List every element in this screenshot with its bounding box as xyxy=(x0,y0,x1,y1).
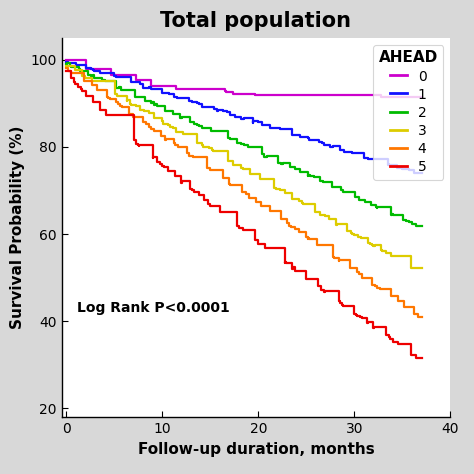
2 xyxy=(64,61,70,66)
1 xyxy=(64,59,69,65)
0 xyxy=(223,89,228,95)
3 xyxy=(181,131,186,137)
Line: 1: 1 xyxy=(66,62,421,173)
5 xyxy=(83,93,89,99)
0 xyxy=(223,88,228,93)
1 xyxy=(97,70,103,75)
3 xyxy=(355,232,360,237)
Line: 4: 4 xyxy=(66,68,421,317)
3 xyxy=(114,93,119,99)
4 xyxy=(415,314,421,319)
1 xyxy=(194,100,200,106)
3 xyxy=(351,232,357,237)
4 xyxy=(64,65,69,71)
2 xyxy=(413,223,419,229)
Y-axis label: Survival Probability (%): Survival Probability (%) xyxy=(10,126,25,329)
2 xyxy=(155,103,161,109)
0 xyxy=(173,83,179,89)
2 xyxy=(89,73,94,78)
0 xyxy=(83,63,89,69)
4 xyxy=(171,140,177,146)
2 xyxy=(305,170,311,175)
1 xyxy=(327,144,333,149)
0 xyxy=(378,94,384,100)
3 xyxy=(320,212,326,218)
Line: 0: 0 xyxy=(66,60,421,97)
2 xyxy=(352,194,358,200)
0 xyxy=(148,83,154,89)
1 xyxy=(419,171,424,176)
0 xyxy=(133,77,139,82)
5 xyxy=(355,312,360,318)
1 xyxy=(411,171,417,176)
Text: Log Rank P<0.0001: Log Rank P<0.0001 xyxy=(77,301,230,315)
Legend: 0, 1, 2, 3, 4, 5: 0, 1, 2, 3, 4, 5 xyxy=(373,45,443,180)
3 xyxy=(419,265,424,271)
5 xyxy=(64,68,69,73)
0 xyxy=(378,92,384,98)
0 xyxy=(83,66,89,72)
4 xyxy=(354,265,360,271)
4 xyxy=(172,140,178,146)
0 xyxy=(252,92,257,98)
1 xyxy=(330,144,336,149)
0 xyxy=(148,77,154,82)
4 xyxy=(348,265,354,271)
5 xyxy=(414,355,419,361)
0 xyxy=(230,89,236,95)
0 xyxy=(83,57,89,63)
4 xyxy=(105,95,110,100)
5 xyxy=(353,312,359,318)
Line: 5: 5 xyxy=(66,71,421,358)
0 xyxy=(419,94,424,100)
Line: 2: 2 xyxy=(66,64,421,226)
0 xyxy=(222,88,228,93)
5 xyxy=(179,178,185,184)
3 xyxy=(64,64,69,69)
2 xyxy=(155,104,161,109)
0 xyxy=(83,63,89,69)
5 xyxy=(187,178,192,184)
4 xyxy=(419,314,424,319)
X-axis label: Follow-up duration, months: Follow-up duration, months xyxy=(137,442,374,456)
0 xyxy=(108,72,114,78)
1 xyxy=(196,100,201,106)
5 xyxy=(419,355,424,361)
0 xyxy=(252,91,257,97)
Title: Total population: Total population xyxy=(161,11,351,31)
2 xyxy=(64,61,69,67)
2 xyxy=(419,223,424,229)
0 xyxy=(222,86,228,92)
0 xyxy=(173,86,179,92)
3 xyxy=(408,265,414,271)
4 xyxy=(296,229,301,235)
0 xyxy=(64,57,69,63)
2 xyxy=(352,190,358,195)
5 xyxy=(319,287,324,292)
0 xyxy=(133,72,139,78)
0 xyxy=(230,91,236,97)
1 xyxy=(277,126,283,132)
Line: 3: 3 xyxy=(66,66,421,268)
0 xyxy=(108,66,114,72)
3 xyxy=(194,131,200,137)
